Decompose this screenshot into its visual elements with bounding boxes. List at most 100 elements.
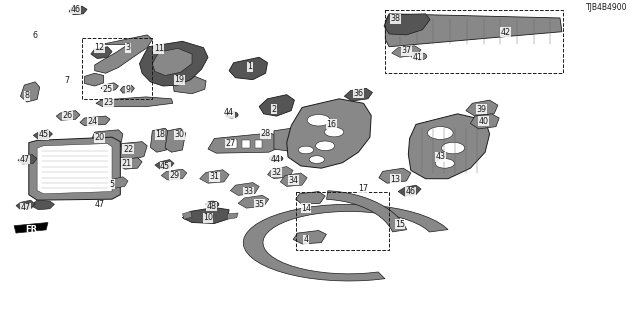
Text: 47: 47 [94,200,104,209]
Text: 2: 2 [271,105,276,114]
Text: 44: 44 [270,155,280,164]
Text: 45: 45 [38,130,49,139]
Text: 38: 38 [390,14,401,23]
Polygon shape [29,137,120,200]
Polygon shape [466,100,498,116]
Text: TJB4B4900: TJB4B4900 [586,3,627,12]
Polygon shape [101,83,118,92]
Polygon shape [227,213,238,219]
Polygon shape [120,85,134,93]
Text: 28: 28 [260,130,271,139]
Text: 42: 42 [500,28,511,37]
Polygon shape [108,177,128,188]
Text: 39: 39 [476,105,486,114]
Polygon shape [287,99,371,168]
Text: 22: 22 [123,145,133,154]
Polygon shape [268,167,293,179]
Text: 21: 21 [122,159,132,168]
Polygon shape [259,95,294,116]
Polygon shape [120,142,147,160]
Text: 29: 29 [169,171,179,180]
Polygon shape [91,47,112,59]
Text: 45: 45 [160,162,170,171]
Polygon shape [384,14,430,35]
Text: 48: 48 [206,202,216,211]
Polygon shape [161,169,187,180]
Polygon shape [200,170,229,183]
Polygon shape [208,133,280,153]
Polygon shape [69,6,87,15]
Text: 20: 20 [94,133,104,142]
Text: 30: 30 [174,130,184,139]
Text: 4: 4 [303,235,308,244]
Circle shape [324,127,344,137]
Text: 31: 31 [209,172,220,181]
Polygon shape [173,76,206,94]
Text: 3: 3 [125,43,131,52]
Text: 46: 46 [70,5,81,14]
Text: 19: 19 [174,75,184,84]
Text: 17: 17 [358,184,369,193]
Text: 5: 5 [109,180,115,189]
Polygon shape [379,168,411,183]
Circle shape [442,142,465,154]
Text: 25: 25 [102,85,113,94]
Bar [296,191,389,250]
Polygon shape [96,97,173,107]
Text: 43: 43 [435,153,445,162]
Polygon shape [37,144,112,194]
Polygon shape [118,158,142,169]
Text: 33: 33 [243,187,253,196]
Text: 11: 11 [154,44,164,53]
Text: 24: 24 [88,117,98,126]
Circle shape [298,146,314,154]
Polygon shape [95,35,152,73]
Bar [82,38,152,100]
Bar [229,140,237,148]
Polygon shape [392,46,421,57]
Polygon shape [229,57,268,80]
Polygon shape [293,230,326,244]
Circle shape [206,201,219,207]
Polygon shape [274,128,304,151]
Polygon shape [80,116,110,126]
Circle shape [416,55,422,58]
Text: 44: 44 [224,108,234,117]
Polygon shape [18,155,37,164]
Bar [242,140,250,148]
Polygon shape [408,114,490,179]
Polygon shape [150,128,170,152]
Circle shape [412,52,427,60]
Circle shape [316,141,335,151]
Text: 9: 9 [125,85,131,94]
Polygon shape [296,191,325,204]
Polygon shape [230,183,259,195]
Text: 40: 40 [478,117,488,126]
Text: 15: 15 [395,220,405,228]
Text: FR.: FR. [26,225,41,234]
Text: 23: 23 [104,98,114,107]
Text: 47: 47 [20,203,31,212]
Polygon shape [16,200,35,210]
Text: 34: 34 [288,175,298,185]
Text: 35: 35 [254,200,264,209]
Circle shape [270,156,283,162]
Text: 10: 10 [203,213,213,222]
Bar [255,140,262,148]
Text: 6: 6 [33,31,38,40]
Polygon shape [385,14,562,47]
Polygon shape [90,130,123,150]
Text: 16: 16 [326,120,337,129]
Polygon shape [182,211,192,219]
Polygon shape [243,204,448,281]
Text: 7: 7 [65,76,70,85]
Polygon shape [20,82,40,102]
Text: 47: 47 [19,155,29,164]
Text: 41: 41 [412,53,422,62]
Circle shape [274,157,279,160]
Polygon shape [152,48,192,76]
Text: 32: 32 [271,168,282,177]
Polygon shape [56,111,80,120]
Circle shape [225,112,238,118]
Polygon shape [326,191,406,232]
